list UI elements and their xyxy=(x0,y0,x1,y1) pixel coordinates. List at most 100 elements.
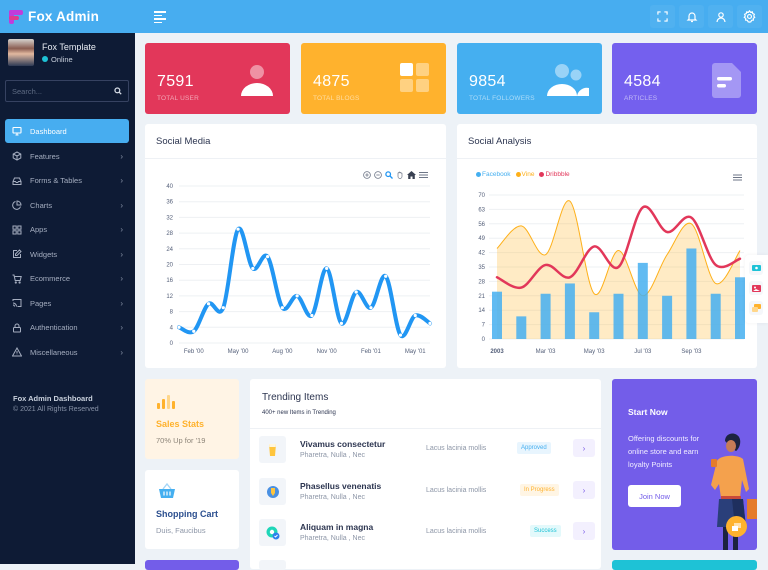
sidebar-item-forms-tables[interactable]: Forms & Tables › xyxy=(5,169,129,194)
user-profile[interactable]: Fox Template Online xyxy=(8,39,96,66)
sidebar-item-ecommerce[interactable]: Ecommerce › xyxy=(5,267,129,292)
legend-dribbble[interactable]: Dribbble xyxy=(539,171,570,178)
profile-button[interactable] xyxy=(708,5,733,28)
social-media-line-chart: 0 4 8 12 16 20 24 28 32 36 40 Feb '00 May '00 Aug '00… xyxy=(166,184,432,355)
search-icon[interactable] xyxy=(114,87,122,95)
zoom-out-icon[interactable] xyxy=(374,171,382,179)
product-thumb xyxy=(259,519,286,546)
svg-text:63: 63 xyxy=(478,207,485,213)
trending-row[interactable]: Vivamus consectetur Pharetra, Nulla , Ne… xyxy=(259,436,596,464)
sidebar-item-pages[interactable]: Pages › xyxy=(5,291,129,316)
chevron-right-icon: › xyxy=(120,347,123,357)
shopping-cart-card[interactable]: Shopping Cart Duis, Faucibus xyxy=(145,470,239,549)
top-bar: Fox Admin xyxy=(0,0,768,33)
legend-vine[interactable]: Vine xyxy=(515,171,534,178)
svg-text:36: 36 xyxy=(166,200,173,206)
zoom-select-icon[interactable] xyxy=(385,171,393,179)
sidebar-item-widgets[interactable]: Widgets › xyxy=(5,242,129,267)
svg-text:32: 32 xyxy=(166,215,173,221)
chevron-right-icon: › xyxy=(120,176,123,186)
sidebar-nav: Dashboard Features › Forms & Tables › Char… xyxy=(5,119,129,365)
sidebar-item-charts[interactable]: Charts › xyxy=(5,193,129,218)
svg-text:24: 24 xyxy=(166,247,173,253)
join-now-button[interactable]: Join Now xyxy=(628,485,681,507)
legend-facebook[interactable]: Facebook xyxy=(476,171,511,178)
svg-text:21: 21 xyxy=(478,294,485,300)
users-icon xyxy=(547,64,589,96)
sales-stats-card[interactable]: Sales Stats 70% Up for '19 xyxy=(145,379,239,459)
alert-triangle-icon xyxy=(12,347,22,357)
shopping-cart-title: Shopping Cart xyxy=(156,509,218,519)
status-badge: Approved xyxy=(517,442,551,454)
fullscreen-button[interactable] xyxy=(650,5,675,28)
search-input[interactable] xyxy=(12,86,114,96)
sidebar-item-authentication[interactable]: Authentication › xyxy=(5,316,129,341)
sidebar-item-miscellaneous[interactable]: Miscellaneous › xyxy=(5,340,129,365)
svg-text:40: 40 xyxy=(166,184,173,190)
brand[interactable]: Fox Admin xyxy=(0,0,135,33)
profile-name: Fox Template xyxy=(42,41,96,52)
grid-icon xyxy=(12,225,22,235)
sidebar-item-apps[interactable]: Apps › xyxy=(5,218,129,243)
trending-row[interactable]: Phasellus venenatis Pharetra, Nulla , Ne… xyxy=(259,478,596,506)
pan-hand-icon[interactable] xyxy=(396,171,404,179)
svg-text:Feb '00: Feb '00 xyxy=(184,349,204,355)
fox-logo-icon xyxy=(9,9,23,24)
chevron-right-icon: › xyxy=(120,200,123,210)
cube-icon xyxy=(12,151,22,161)
chart-legend: Facebook Vine Dribbble xyxy=(476,171,570,178)
social-analysis-mixed-chart: 0 7 14 21 28 35 42 49 56 63 70 2003 Mar '03 May '03 Ju… xyxy=(478,193,745,355)
menu-toggle-icon[interactable] xyxy=(154,11,166,23)
sidebar-item-features[interactable]: Features › xyxy=(5,144,129,169)
svg-text:42: 42 xyxy=(478,251,485,257)
stat-card-total-followers: 9854 TOTAL FOLLOWERS xyxy=(457,43,602,114)
sales-stats-title: Sales Stats xyxy=(156,419,205,429)
view-item-button[interactable]: › xyxy=(573,439,595,457)
user-icon xyxy=(715,11,726,22)
view-item-button[interactable]: › xyxy=(573,481,595,499)
fullscreen-icon xyxy=(657,11,668,22)
shopping-cart-subtitle: Duis, Faucibus xyxy=(156,526,206,535)
layers-icon xyxy=(751,304,761,312)
card-title: Social Media xyxy=(156,136,211,147)
chevron-right-icon: › xyxy=(120,298,123,308)
svg-text:Aug '00: Aug '00 xyxy=(272,349,293,355)
trending-row[interactable]: Aliquam in magna Pharetra, Nulla , Nec L… xyxy=(259,519,596,547)
svg-text:12: 12 xyxy=(166,294,173,300)
svg-text:Nov '00: Nov '00 xyxy=(317,349,338,355)
notifications-button[interactable] xyxy=(679,5,704,28)
arrow-right-icon: › xyxy=(582,485,586,495)
svg-text:2003: 2003 xyxy=(490,349,504,355)
reset-home-icon[interactable] xyxy=(407,171,416,179)
beer-icon xyxy=(269,443,276,456)
quick-panel-button-3[interactable] xyxy=(749,301,763,315)
chevron-right-icon: › xyxy=(120,323,123,333)
arrow-right-icon: › xyxy=(582,443,586,453)
gear-check-icon xyxy=(266,526,280,540)
svg-text:0: 0 xyxy=(482,337,486,343)
stat-card-total-blogs: 4875 TOTAL BLOGS xyxy=(301,43,446,114)
status-badge: Success xyxy=(530,525,561,537)
svg-text:49: 49 xyxy=(478,236,485,242)
stat-label: ARTICLES xyxy=(624,95,658,102)
sidebar-footer: Fox Admin Dashboard © 2021 All Rights Re… xyxy=(13,394,99,413)
chevron-right-icon: › xyxy=(120,225,123,235)
sidebar-item-dashboard[interactable]: Dashboard xyxy=(5,119,129,143)
quick-panel-button-2[interactable] xyxy=(749,281,763,295)
zoom-in-icon[interactable] xyxy=(363,171,371,179)
avatar xyxy=(8,39,34,66)
user-icon xyxy=(241,65,273,96)
svg-text:Feb '01: Feb '01 xyxy=(361,349,381,355)
chart-menu-icon[interactable] xyxy=(733,174,742,181)
settings-button[interactable] xyxy=(737,5,762,28)
stat-value: 7591 xyxy=(157,73,194,90)
svg-text:May '00: May '00 xyxy=(228,349,249,355)
quick-panel-button-1[interactable] xyxy=(749,261,763,275)
svg-text:16: 16 xyxy=(166,278,173,284)
cart-fab-button[interactable] xyxy=(726,516,747,537)
chevron-right-icon: › xyxy=(120,274,123,284)
bar-chart-icon xyxy=(157,395,175,409)
chart-menu-icon[interactable] xyxy=(419,171,428,179)
trending-title: Trending Items xyxy=(262,392,329,403)
view-item-button[interactable]: › xyxy=(573,522,595,540)
